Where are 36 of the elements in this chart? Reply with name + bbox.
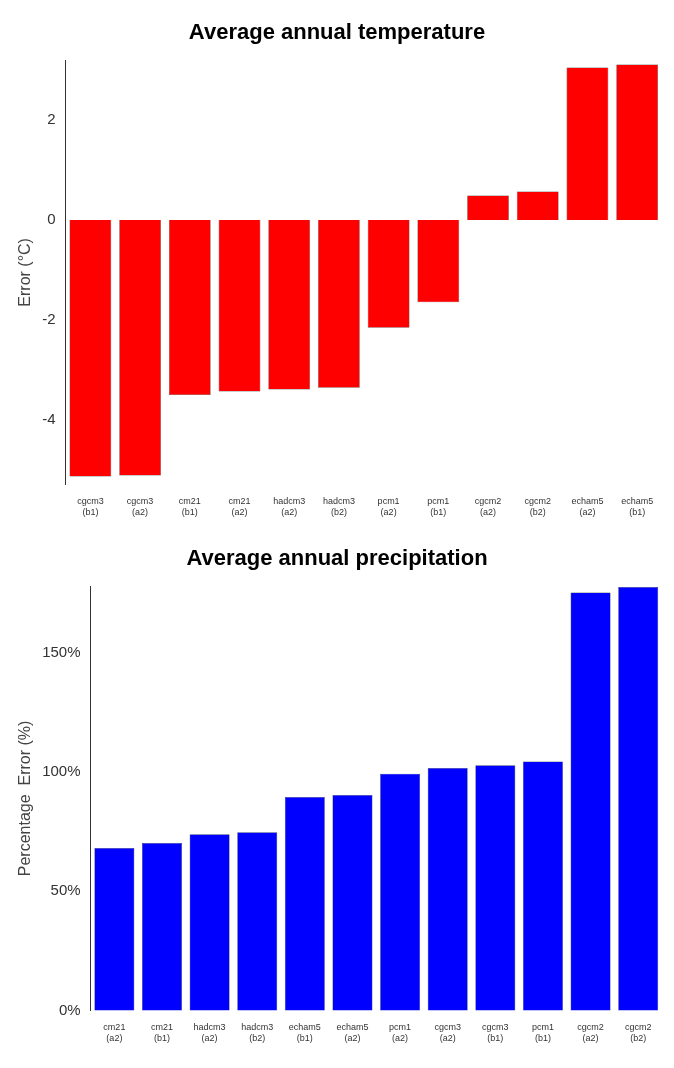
x-tick-label: hadcm3 (a2) bbox=[273, 496, 306, 518]
x-tick-label: echam5 (a2) bbox=[571, 496, 604, 518]
x-tick-label: cgcm3 (b1) bbox=[77, 496, 104, 518]
x-tick-label: cm21 (a2) bbox=[228, 496, 251, 518]
x-tick-label: cgcm3 (a2) bbox=[126, 496, 154, 518]
x-tick-label: cm21 (a2) bbox=[103, 1022, 126, 1044]
x-tick-label: hadcm3 (b2) bbox=[241, 1022, 274, 1044]
x-tick-label: cgcm2 (a2) bbox=[474, 496, 502, 518]
y-tick-label: 0% bbox=[58, 1000, 81, 1018]
x-tick-label: pcm1 (b1) bbox=[531, 1022, 554, 1044]
x-tick-label: cgcm2 (b2) bbox=[524, 496, 551, 518]
x-tick-label: cm21 (b1) bbox=[178, 496, 201, 518]
x-tick-label: cgcm2 (b2) bbox=[624, 1022, 652, 1044]
x-tick-label: cgcm3 (b1) bbox=[482, 1022, 509, 1044]
y-tick-label: -2 bbox=[42, 309, 56, 327]
y-axis-title: Percentage Error (%) bbox=[16, 720, 34, 877]
chart-title: Average annual precipitation bbox=[186, 545, 488, 571]
x-tick-label: hadcm3 (a2) bbox=[193, 1022, 226, 1044]
y-tick-label: 50% bbox=[50, 881, 81, 899]
y-tick-label: 150% bbox=[42, 643, 81, 661]
chart-title: Average annual temperature bbox=[188, 19, 486, 45]
x-tick-label: pcm1 (a2) bbox=[389, 1022, 412, 1044]
x-tick-label: pcm1 (b1) bbox=[427, 496, 450, 518]
x-tick-label: echam5 (b1) bbox=[288, 1022, 321, 1044]
y-tick-label: -4 bbox=[42, 409, 56, 427]
x-tick-label: echam5 (a2) bbox=[336, 1022, 369, 1044]
y-tick-label: 100% bbox=[42, 762, 81, 780]
x-tick-label: hadcm3 (b2) bbox=[322, 496, 355, 518]
x-tick-label: cm21 (b1) bbox=[150, 1022, 173, 1044]
x-tick-label: echam5 (b1) bbox=[621, 496, 654, 518]
y-tick-label: 2 bbox=[47, 110, 56, 128]
y-tick-label: 0 bbox=[47, 210, 56, 228]
x-tick-label: pcm1 (a2) bbox=[377, 496, 400, 518]
y-axis-title: Error (°C) bbox=[16, 238, 34, 307]
x-tick-label: cgcm3 (a2) bbox=[434, 1022, 461, 1044]
x-tick-label: cgcm2 (a2) bbox=[577, 1022, 604, 1044]
